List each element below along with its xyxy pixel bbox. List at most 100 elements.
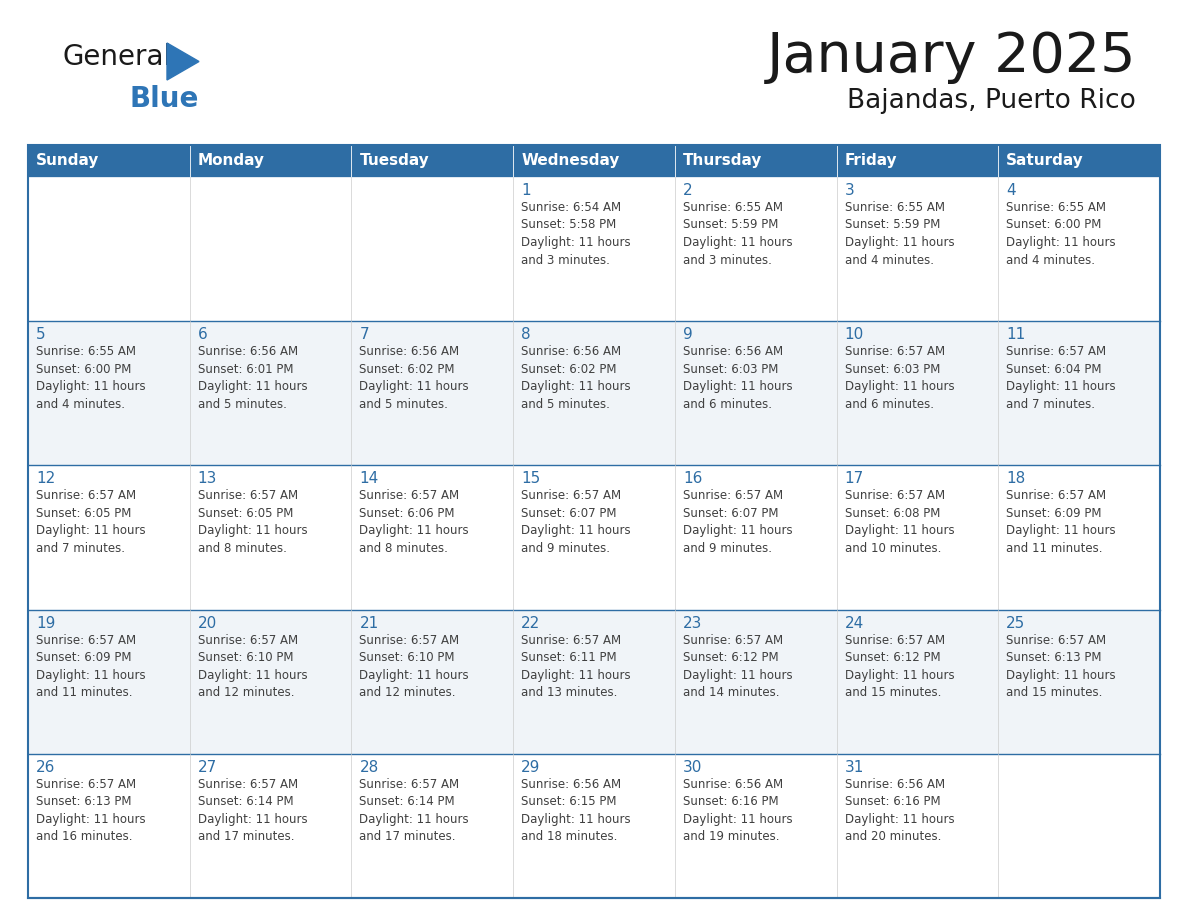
Text: Sunrise: 6:55 AM
Sunset: 5:59 PM
Daylight: 11 hours
and 3 minutes.: Sunrise: 6:55 AM Sunset: 5:59 PM Dayligh… [683,201,792,266]
Text: Friday: Friday [845,153,897,169]
Text: 18: 18 [1006,472,1025,487]
Polygon shape [168,43,200,80]
Text: General: General [62,43,171,71]
Bar [675,754,836,898]
Bar [190,465,352,610]
Text: 11: 11 [1006,327,1025,342]
Text: 29: 29 [522,760,541,775]
Text: 24: 24 [845,616,864,631]
Text: Sunrise: 6:55 AM
Sunset: 6:00 PM
Daylight: 11 hours
and 4 minutes.: Sunrise: 6:55 AM Sunset: 6:00 PM Dayligh… [1006,201,1116,266]
Text: 26: 26 [36,760,56,775]
Text: Sunrise: 6:57 AM
Sunset: 6:12 PM
Daylight: 11 hours
and 15 minutes.: Sunrise: 6:57 AM Sunset: 6:12 PM Dayligh… [845,633,954,700]
Text: 20: 20 [197,616,217,631]
Text: 21: 21 [360,616,379,631]
Bar [513,177,675,321]
Bar [352,145,513,177]
Text: Tuesday: Tuesday [360,153,429,169]
Text: 14: 14 [360,472,379,487]
Text: 31: 31 [845,760,864,775]
Text: 15: 15 [522,472,541,487]
Text: Blue: Blue [129,85,200,113]
Text: Sunrise: 6:57 AM
Sunset: 6:06 PM
Daylight: 11 hours
and 8 minutes.: Sunrise: 6:57 AM Sunset: 6:06 PM Dayligh… [360,489,469,554]
Text: 23: 23 [683,616,702,631]
Text: 6: 6 [197,327,208,342]
Bar [352,177,513,321]
Text: 12: 12 [36,472,56,487]
Text: 19: 19 [36,616,56,631]
Text: Sunrise: 6:57 AM
Sunset: 6:07 PM
Daylight: 11 hours
and 9 minutes.: Sunrise: 6:57 AM Sunset: 6:07 PM Dayligh… [522,489,631,554]
Bar [29,145,190,177]
Text: Sunrise: 6:55 AM
Sunset: 6:00 PM
Daylight: 11 hours
and 4 minutes.: Sunrise: 6:55 AM Sunset: 6:00 PM Dayligh… [36,345,146,410]
Bar [836,145,998,177]
Bar [675,321,836,465]
Text: 8: 8 [522,327,531,342]
Bar [675,177,836,321]
Bar [836,321,998,465]
Bar [190,754,352,898]
Bar [190,321,352,465]
Bar [352,610,513,754]
Text: Sunrise: 6:56 AM
Sunset: 6:16 PM
Daylight: 11 hours
and 20 minutes.: Sunrise: 6:56 AM Sunset: 6:16 PM Dayligh… [845,778,954,844]
Bar [190,145,352,177]
Text: Sunrise: 6:57 AM
Sunset: 6:04 PM
Daylight: 11 hours
and 7 minutes.: Sunrise: 6:57 AM Sunset: 6:04 PM Dayligh… [1006,345,1116,410]
Text: Monday: Monday [197,153,265,169]
Text: 16: 16 [683,472,702,487]
Bar [836,610,998,754]
Text: Bajandas, Puerto Rico: Bajandas, Puerto Rico [847,88,1136,114]
Bar [513,145,675,177]
Bar [836,754,998,898]
Text: 5: 5 [36,327,45,342]
Text: 13: 13 [197,472,217,487]
Text: Sunrise: 6:56 AM
Sunset: 6:03 PM
Daylight: 11 hours
and 6 minutes.: Sunrise: 6:56 AM Sunset: 6:03 PM Dayligh… [683,345,792,410]
Bar [190,610,352,754]
Text: Sunrise: 6:55 AM
Sunset: 5:59 PM
Daylight: 11 hours
and 4 minutes.: Sunrise: 6:55 AM Sunset: 5:59 PM Dayligh… [845,201,954,266]
Text: Sunrise: 6:57 AM
Sunset: 6:09 PM
Daylight: 11 hours
and 11 minutes.: Sunrise: 6:57 AM Sunset: 6:09 PM Dayligh… [1006,489,1116,554]
Bar [513,610,675,754]
Text: 17: 17 [845,472,864,487]
Text: 10: 10 [845,327,864,342]
Text: 28: 28 [360,760,379,775]
Text: Sunrise: 6:56 AM
Sunset: 6:02 PM
Daylight: 11 hours
and 5 minutes.: Sunrise: 6:56 AM Sunset: 6:02 PM Dayligh… [522,345,631,410]
Bar [29,321,190,465]
Text: Wednesday: Wednesday [522,153,619,169]
Bar [352,465,513,610]
Text: Sunrise: 6:57 AM
Sunset: 6:08 PM
Daylight: 11 hours
and 10 minutes.: Sunrise: 6:57 AM Sunset: 6:08 PM Dayligh… [845,489,954,554]
Text: 3: 3 [845,183,854,198]
Text: 4: 4 [1006,183,1016,198]
Bar [352,754,513,898]
Bar [675,145,836,177]
Text: 25: 25 [1006,616,1025,631]
Bar [836,465,998,610]
Bar [513,321,675,465]
Text: Sunrise: 6:57 AM
Sunset: 6:03 PM
Daylight: 11 hours
and 6 minutes.: Sunrise: 6:57 AM Sunset: 6:03 PM Dayligh… [845,345,954,410]
Bar [836,177,998,321]
Text: 30: 30 [683,760,702,775]
Text: Sunrise: 6:56 AM
Sunset: 6:01 PM
Daylight: 11 hours
and 5 minutes.: Sunrise: 6:56 AM Sunset: 6:01 PM Dayligh… [197,345,308,410]
Text: Sunrise: 6:57 AM
Sunset: 6:09 PM
Daylight: 11 hours
and 11 minutes.: Sunrise: 6:57 AM Sunset: 6:09 PM Dayligh… [36,633,146,700]
Text: Sunday: Sunday [36,153,100,169]
Bar [998,465,1159,610]
Text: 2: 2 [683,183,693,198]
Text: Sunrise: 6:57 AM
Sunset: 6:10 PM
Daylight: 11 hours
and 12 minutes.: Sunrise: 6:57 AM Sunset: 6:10 PM Dayligh… [360,633,469,700]
Text: 22: 22 [522,616,541,631]
Text: 7: 7 [360,327,369,342]
Text: Sunrise: 6:54 AM
Sunset: 5:58 PM
Daylight: 11 hours
and 3 minutes.: Sunrise: 6:54 AM Sunset: 5:58 PM Dayligh… [522,201,631,266]
Bar [190,177,352,321]
Text: Sunrise: 6:57 AM
Sunset: 6:05 PM
Daylight: 11 hours
and 8 minutes.: Sunrise: 6:57 AM Sunset: 6:05 PM Dayligh… [197,489,308,554]
Bar [675,610,836,754]
Text: Sunrise: 6:56 AM
Sunset: 6:02 PM
Daylight: 11 hours
and 5 minutes.: Sunrise: 6:56 AM Sunset: 6:02 PM Dayligh… [360,345,469,410]
Bar [998,610,1159,754]
Bar [675,465,836,610]
Text: 1: 1 [522,183,531,198]
Text: January 2025: January 2025 [766,30,1136,84]
Bar [998,145,1159,177]
Bar [29,610,190,754]
Text: Saturday: Saturday [1006,153,1083,169]
Text: Sunrise: 6:57 AM
Sunset: 6:10 PM
Daylight: 11 hours
and 12 minutes.: Sunrise: 6:57 AM Sunset: 6:10 PM Dayligh… [197,633,308,700]
Text: Sunrise: 6:57 AM
Sunset: 6:12 PM
Daylight: 11 hours
and 14 minutes.: Sunrise: 6:57 AM Sunset: 6:12 PM Dayligh… [683,633,792,700]
Text: Sunrise: 6:57 AM
Sunset: 6:11 PM
Daylight: 11 hours
and 13 minutes.: Sunrise: 6:57 AM Sunset: 6:11 PM Dayligh… [522,633,631,700]
Text: Thursday: Thursday [683,153,763,169]
Text: Sunrise: 6:57 AM
Sunset: 6:07 PM
Daylight: 11 hours
and 9 minutes.: Sunrise: 6:57 AM Sunset: 6:07 PM Dayligh… [683,489,792,554]
Bar [29,465,190,610]
Text: Sunrise: 6:56 AM
Sunset: 6:16 PM
Daylight: 11 hours
and 19 minutes.: Sunrise: 6:56 AM Sunset: 6:16 PM Dayligh… [683,778,792,844]
